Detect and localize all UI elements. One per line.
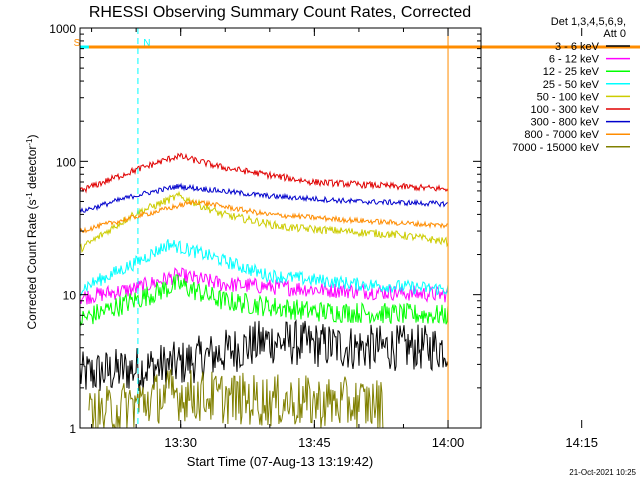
y-label-sup2: -1 xyxy=(25,138,34,146)
y-tick-label-2: 100 xyxy=(56,155,76,169)
series-trace-4-seg1 xyxy=(80,190,449,254)
legend-label-3: 25 - 50 keV xyxy=(543,79,600,91)
y-tick-label-0: 1 xyxy=(69,422,76,436)
x-axis-label: Start Time (07-Aug-13 13:19:42) xyxy=(187,454,373,469)
series-trace-2-seg1 xyxy=(80,274,449,327)
series-trace-7-seg1 xyxy=(80,199,449,234)
x-tick-label-1: 13:45 xyxy=(298,435,331,450)
y-label-part3: ) xyxy=(25,134,39,138)
footer-date: 21-Oct-2021 10:25 xyxy=(569,468,636,477)
series-trace-5-seg1 xyxy=(80,152,449,194)
legend-label-4: 50 - 100 keV xyxy=(537,91,600,103)
legend-label-7: 800 - 7000 keV xyxy=(524,129,599,141)
y-label-part2: detector xyxy=(25,146,39,193)
legend-label-6: 300 - 800 keV xyxy=(531,117,600,129)
x-tick-label-2: 14:00 xyxy=(432,435,465,450)
series-trace-6-seg1 xyxy=(80,182,449,213)
x-tick-label-0: 13:30 xyxy=(164,435,197,450)
chart-title: RHESSI Observing Summary Count Rates, Co… xyxy=(89,4,471,21)
legend-label-5: 100 - 300 keV xyxy=(531,104,600,116)
y-tick-label-3: 1000 xyxy=(49,22,76,36)
series-trace-0-seg1 xyxy=(80,319,449,392)
legend-header-1: Att 0 xyxy=(603,28,626,40)
series-trace-3-seg1 xyxy=(80,239,449,297)
y-tick-label-1: 10 xyxy=(63,289,77,303)
y-axis-label: Corrected Count Rate (s-1 detector-1) xyxy=(25,134,40,329)
plot-area: NS110100100013:3013:4514:0014:1514:3014:… xyxy=(49,22,640,450)
flag-label-2: S xyxy=(74,38,81,49)
legend-header-0: Det 1,3,4,5,6,9, xyxy=(551,16,626,28)
series-trace-1-seg1 xyxy=(80,267,449,305)
flag-label-0: N xyxy=(143,38,150,49)
legend-label-2: 12 - 25 keV xyxy=(543,66,600,78)
legend-label-1: 6 - 12 keV xyxy=(549,54,600,66)
x-tick-label-3: 14:15 xyxy=(565,435,598,450)
y-label-sup1: -1 xyxy=(25,192,34,200)
plot-frame xyxy=(79,27,482,429)
legend-label-0: 3 - 6 keV xyxy=(555,41,600,53)
legend-label-8: 7000 - 15000 keV xyxy=(512,142,600,154)
y-label-part1: Corrected Count Rate (s xyxy=(25,199,39,329)
